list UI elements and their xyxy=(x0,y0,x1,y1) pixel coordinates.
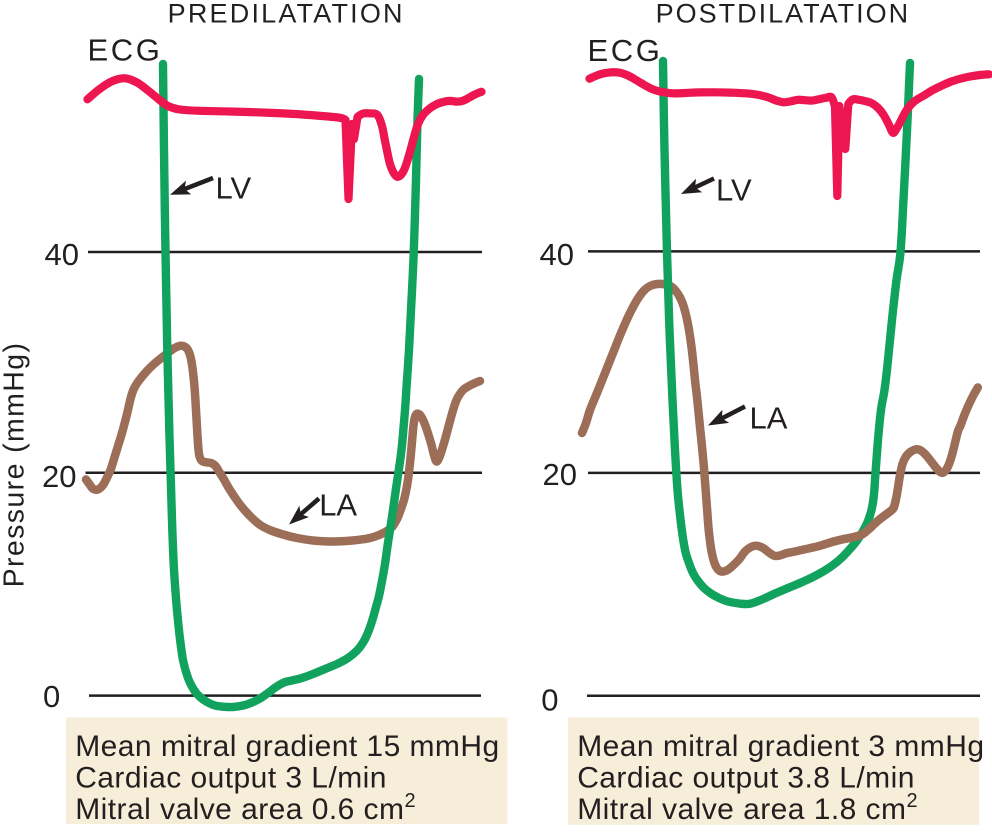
svg-text:LA: LA xyxy=(750,401,788,436)
svg-text:Mitral valve area 0.6 cm2: Mitral valve area 0.6 cm2 xyxy=(75,790,416,826)
svg-text:20: 20 xyxy=(42,459,76,494)
svg-text:Pressure (mmHg): Pressure (mmHg) xyxy=(0,342,30,588)
svg-text:0: 0 xyxy=(43,679,60,714)
svg-text:LV: LV xyxy=(216,171,252,206)
svg-text:20: 20 xyxy=(543,457,577,492)
svg-text:Cardiac output 3.8 L/min: Cardiac output 3.8 L/min xyxy=(577,762,915,795)
svg-text:LV: LV xyxy=(716,173,752,208)
svg-text:ECG: ECG xyxy=(588,33,663,68)
svg-text:40: 40 xyxy=(540,237,574,272)
svg-text:POSTDILATATION: POSTDILATATION xyxy=(656,0,911,29)
svg-text:0: 0 xyxy=(541,683,558,718)
svg-text:Mitral valve area 1.8 cm2: Mitral valve area 1.8 cm2 xyxy=(577,790,918,826)
svg-text:ECG: ECG xyxy=(88,33,163,68)
svg-text:Cardiac output 3 L/min: Cardiac output 3 L/min xyxy=(75,762,387,795)
svg-text:PREDILATATION: PREDILATATION xyxy=(168,0,405,29)
svg-text:Mean mitral gradient 15 mmHg: Mean mitral gradient 15 mmHg xyxy=(75,730,499,763)
svg-text:LA: LA xyxy=(319,488,357,523)
svg-text:40: 40 xyxy=(45,237,79,272)
svg-text:Mean mitral gradient 3 mmHg: Mean mitral gradient 3 mmHg xyxy=(577,730,984,763)
